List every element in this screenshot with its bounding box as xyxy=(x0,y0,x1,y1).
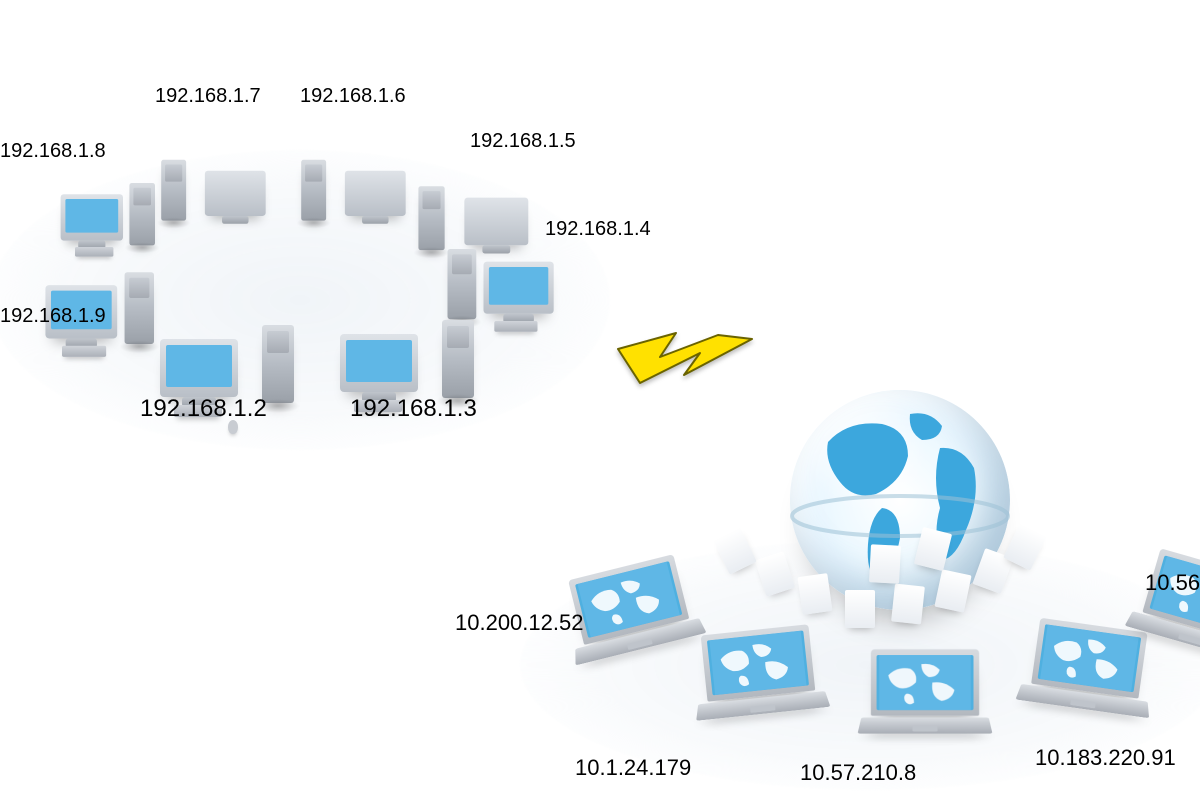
monitor-icon xyxy=(61,194,123,240)
ip-label: 192.168.1.7 xyxy=(155,85,261,108)
tower-icon xyxy=(262,325,294,403)
ip-label: 10.200.12.52 xyxy=(455,610,583,636)
ip-label: 192.168.1.6 xyxy=(300,85,406,108)
tower-icon xyxy=(442,320,474,398)
ip-label: 192.168.1.5 xyxy=(470,130,576,153)
ip-label: 192.168.1.3 xyxy=(350,395,477,423)
diagram-stage: 192.168.1.7 192.168.1.6 192.168.1.5 192.168… xyxy=(0,0,1200,800)
ip-label: 192.168.1.8 xyxy=(0,140,106,163)
ip-label: 192.168.1.9 xyxy=(0,305,106,328)
ip-label: 192.168.1.4 xyxy=(545,218,651,241)
monitor-icon xyxy=(160,339,238,397)
workstation xyxy=(157,129,274,230)
laptop-screen xyxy=(871,649,979,716)
laptop xyxy=(854,646,997,751)
workstation xyxy=(35,151,155,255)
monitor-icon xyxy=(345,171,406,216)
keyboard-icon xyxy=(494,321,537,332)
ip-label: 10.183.220.91 xyxy=(1035,745,1176,771)
monitor-icon xyxy=(205,171,266,216)
tower-icon xyxy=(125,272,154,344)
keyboard-icon xyxy=(75,247,113,257)
tower-icon xyxy=(418,186,444,250)
laptop xyxy=(683,619,836,738)
tower-icon xyxy=(301,160,326,221)
workstation xyxy=(330,280,480,410)
ip-label: 192.168.1.2 xyxy=(140,395,267,423)
bolt-icon xyxy=(610,305,760,415)
tower-icon xyxy=(129,183,155,245)
ip-label: 10.56. xyxy=(1145,570,1200,596)
tower-icon xyxy=(161,160,186,221)
laptop-screen xyxy=(701,624,816,701)
ip-label: 10.57.210.8 xyxy=(800,760,916,786)
laptop-base xyxy=(858,717,993,733)
keyboard-icon xyxy=(62,346,106,357)
workstation xyxy=(297,129,414,230)
monitor-icon xyxy=(484,262,554,314)
monitor-icon xyxy=(340,334,418,392)
globe-icon xyxy=(790,390,1010,610)
ip-label: 10.1.24.179 xyxy=(575,755,691,781)
